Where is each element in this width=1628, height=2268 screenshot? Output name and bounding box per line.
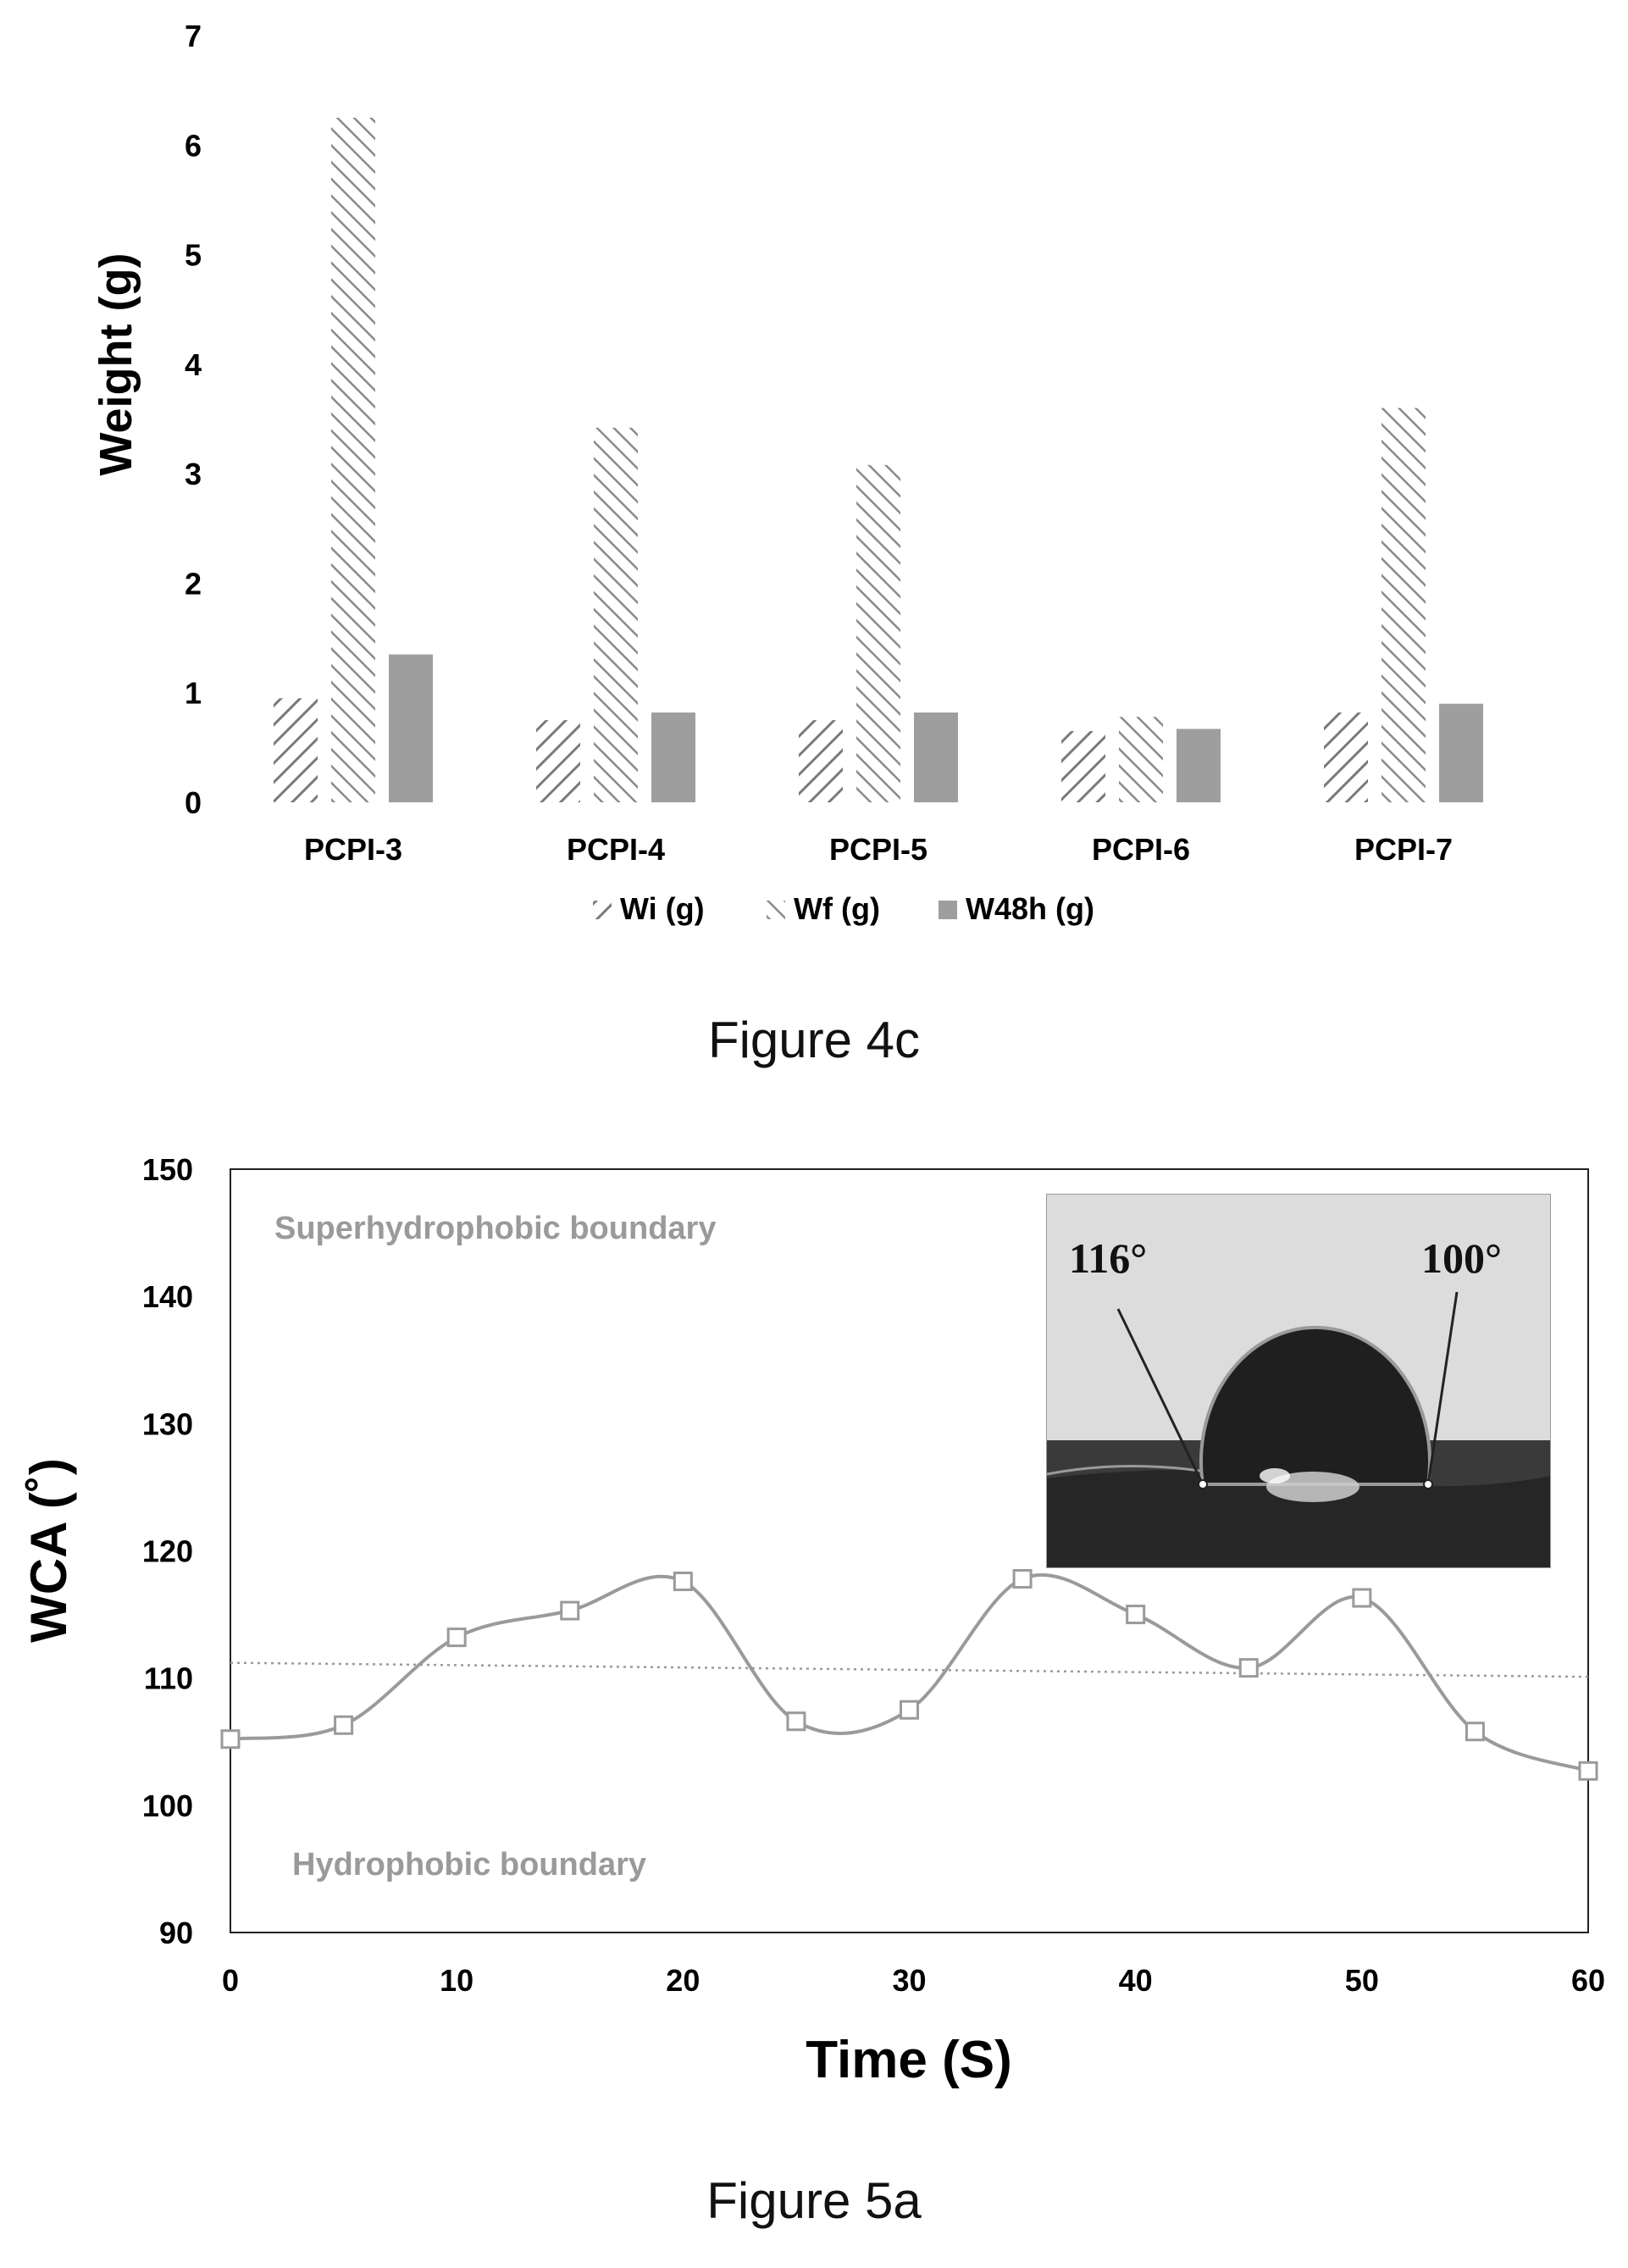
line-x-tick-label: 30 bbox=[892, 1963, 926, 1998]
bar-y-axis-title: Weight (g) bbox=[91, 253, 141, 476]
wca-data-point bbox=[1126, 1605, 1146, 1625]
bar-pcpi-7-series-0 bbox=[1324, 712, 1368, 802]
wca-data-point bbox=[1012, 1569, 1033, 1589]
superhydrophobic-boundary-label: Superhydrophobic boundary bbox=[274, 1211, 716, 1246]
bar-x-tick-label: PCPI-4 bbox=[567, 832, 665, 867]
bar-pcpi-6-series-0 bbox=[1061, 730, 1105, 802]
wca-data-point bbox=[1238, 1658, 1259, 1678]
bar-pcpi-6-series-1 bbox=[1119, 717, 1163, 802]
bar-y-tick-label: 4 bbox=[185, 347, 202, 382]
bar-pcpi-5-series-1 bbox=[856, 464, 900, 802]
bar-pcpi-5-series-0 bbox=[799, 720, 843, 802]
bar-y-tick-label: 2 bbox=[185, 566, 202, 601]
wca-data-point bbox=[900, 1700, 919, 1720]
bar-legend: Wi (g) Wf (g) W48h (g) bbox=[593, 891, 1094, 926]
inset-right-angle: 100° bbox=[1421, 1234, 1502, 1282]
legend-label: Wf (g) bbox=[794, 891, 880, 926]
bar-pcpi-3-series-0 bbox=[274, 698, 318, 802]
bar-y-tick-label: 0 bbox=[185, 785, 202, 820]
bar-pcpi-4-series-1 bbox=[594, 427, 638, 802]
wca-data-point bbox=[1578, 1761, 1598, 1781]
line-x-tick-label: 60 bbox=[1571, 1963, 1605, 1998]
legend-label: Wi (g) bbox=[620, 891, 705, 926]
line-x-ticks: 0 10 20 30 40 50 60 bbox=[222, 1963, 1605, 1998]
line-y-tick-label: 100 bbox=[142, 1788, 193, 1823]
bar-pcpi-3-series-2 bbox=[389, 654, 433, 802]
figure-5a-caption: Figure 5a bbox=[706, 2172, 922, 2229]
bar-pcpi-4-series-2 bbox=[651, 712, 695, 802]
bar-x-ticks: PCPI-3 PCPI-4 PCPI-5 PCPI-6 PCPI-7 bbox=[304, 832, 1453, 867]
wca-data-point bbox=[560, 1600, 580, 1621]
bar-y-tick-label: 3 bbox=[185, 457, 202, 491]
line-x-axis-title: Time (S) bbox=[806, 2031, 1011, 2089]
line-x-tick-label: 50 bbox=[1345, 1963, 1379, 1998]
droplet-inset-photo: 116° 100° bbox=[1046, 1194, 1551, 1568]
line-y-tick-label: 110 bbox=[144, 1661, 193, 1696]
line-plot-area-frame bbox=[230, 1168, 1589, 1933]
line-y-ticks: 90 100 110 120 130 140 150 bbox=[142, 1152, 193, 1950]
wca-data-point bbox=[673, 1572, 693, 1592]
wca-data-point bbox=[1465, 1722, 1485, 1742]
bar-y-tick-label: 1 bbox=[185, 676, 202, 711]
line-y-tick-label: 140 bbox=[142, 1279, 193, 1314]
bar-marks bbox=[274, 117, 1483, 802]
bar-y-tick-label: 6 bbox=[185, 128, 202, 163]
line-x-tick-label: 40 bbox=[1119, 1963, 1153, 1998]
bar-pcpi-5-series-2 bbox=[914, 712, 958, 802]
wca-series-line bbox=[230, 1572, 1588, 1773]
bar-pcpi-3-series-1 bbox=[331, 117, 375, 802]
bar-x-tick-label: PCPI-6 bbox=[1092, 832, 1190, 867]
line-x-tick-label: 10 bbox=[440, 1963, 473, 1998]
bar-y-tick-label: 5 bbox=[185, 238, 202, 273]
wca-data-point bbox=[220, 1729, 241, 1750]
line-x-tick-label: 0 bbox=[222, 1963, 239, 1998]
legend-swatch bbox=[939, 901, 957, 919]
legend-label: W48h (g) bbox=[966, 891, 1094, 926]
line-y-axis-title: WCA (˚) bbox=[20, 1458, 77, 1643]
wca-data-point bbox=[446, 1628, 467, 1648]
wca-data-point bbox=[334, 1715, 354, 1735]
bar-y-tick-label: 7 bbox=[185, 19, 202, 53]
bar-y-ticks: 0 1 2 3 4 5 6 7 bbox=[185, 19, 202, 820]
line-x-tick-label: 20 bbox=[666, 1963, 700, 1998]
bar-x-tick-label: PCPI-3 bbox=[304, 832, 402, 867]
inset-left-angle: 116° bbox=[1069, 1234, 1147, 1282]
figure-4c-caption: Figure 4c bbox=[708, 1012, 920, 1068]
line-y-tick-label: 120 bbox=[142, 1534, 193, 1569]
hydrophobic-boundary-label: Hydrophobic boundary bbox=[292, 1847, 646, 1883]
bar-pcpi-4-series-0 bbox=[536, 720, 580, 802]
wca-data-point bbox=[786, 1711, 806, 1732]
trendline bbox=[230, 1661, 1589, 1678]
bar-pcpi-7-series-1 bbox=[1382, 408, 1426, 802]
legend-swatch bbox=[767, 901, 785, 919]
bar-x-tick-label: PCPI-7 bbox=[1354, 832, 1453, 867]
bar-x-tick-label: PCPI-5 bbox=[829, 832, 928, 867]
wca-series-markers bbox=[220, 1569, 1598, 1781]
bar-pcpi-7-series-2 bbox=[1439, 703, 1483, 802]
line-y-tick-label: 90 bbox=[159, 1916, 193, 1950]
legend-swatch bbox=[593, 901, 612, 919]
line-y-tick-label: 150 bbox=[142, 1152, 193, 1187]
line-y-tick-label: 130 bbox=[142, 1406, 193, 1441]
line-chart: 90 100 110 120 130 140 150 0 10 20 30 40 50 60 WCA (… bbox=[20, 1152, 1605, 2229]
wca-data-point bbox=[1352, 1588, 1372, 1608]
bar-pcpi-6-series-2 bbox=[1177, 729, 1221, 802]
